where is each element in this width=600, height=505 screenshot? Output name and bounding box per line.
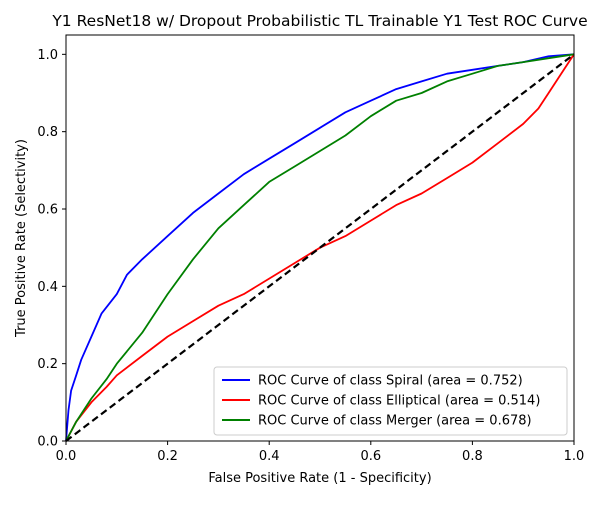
x-tick-label: 0.8 [462, 449, 483, 464]
y-tick-label: 0.0 [37, 435, 58, 450]
legend-box [213, 366, 568, 436]
legend: ROC Curve of class Spiral (area = 0.752)… [213, 366, 568, 436]
y-tick-label: 0.6 [37, 203, 58, 218]
x-tick-label: 1.0 [564, 449, 585, 464]
random-chance-diagonal [65, 53, 575, 442]
legend-label-series-1: ROC Curve of class Spiral (area = 0.752) [258, 374, 523, 389]
roc-curve-series-3 [65, 53, 575, 442]
x-tick-label: 0.2 [157, 449, 178, 464]
x-axis-label: False Positive Rate (1 - Specificity) [208, 471, 431, 486]
legend-label-series-2: ROC Curve of class Elliptical (area = 0.… [258, 394, 540, 409]
chart-title: Y1 ResNet18 w/ Dropout Probabilistic TL … [51, 12, 587, 30]
y-tick-label: 0.2 [37, 357, 58, 372]
y-tick-label: 1.0 [37, 48, 58, 63]
legend-label-series-3: ROC Curve of class Merger (area = 0.678) [258, 414, 532, 429]
x-tick-label: 0.0 [56, 449, 77, 464]
plot-frame [65, 34, 575, 442]
y-tick-label: 0.4 [37, 280, 58, 295]
axes-layer: 0.0 0.2 0.4 0.6 0.8 1.0 0.0 0.2 0.4 0.6 0.8 1.0 [37, 34, 585, 464]
y-axis-label: True Positive Rate (Selectivity) [14, 139, 29, 338]
curves-layer [65, 53, 575, 442]
x-tick-label: 0.6 [360, 449, 381, 464]
y-tick-label: 0.8 [37, 125, 58, 140]
x-tick-label: 0.4 [259, 449, 280, 464]
roc-curve-series-1 [65, 53, 575, 442]
